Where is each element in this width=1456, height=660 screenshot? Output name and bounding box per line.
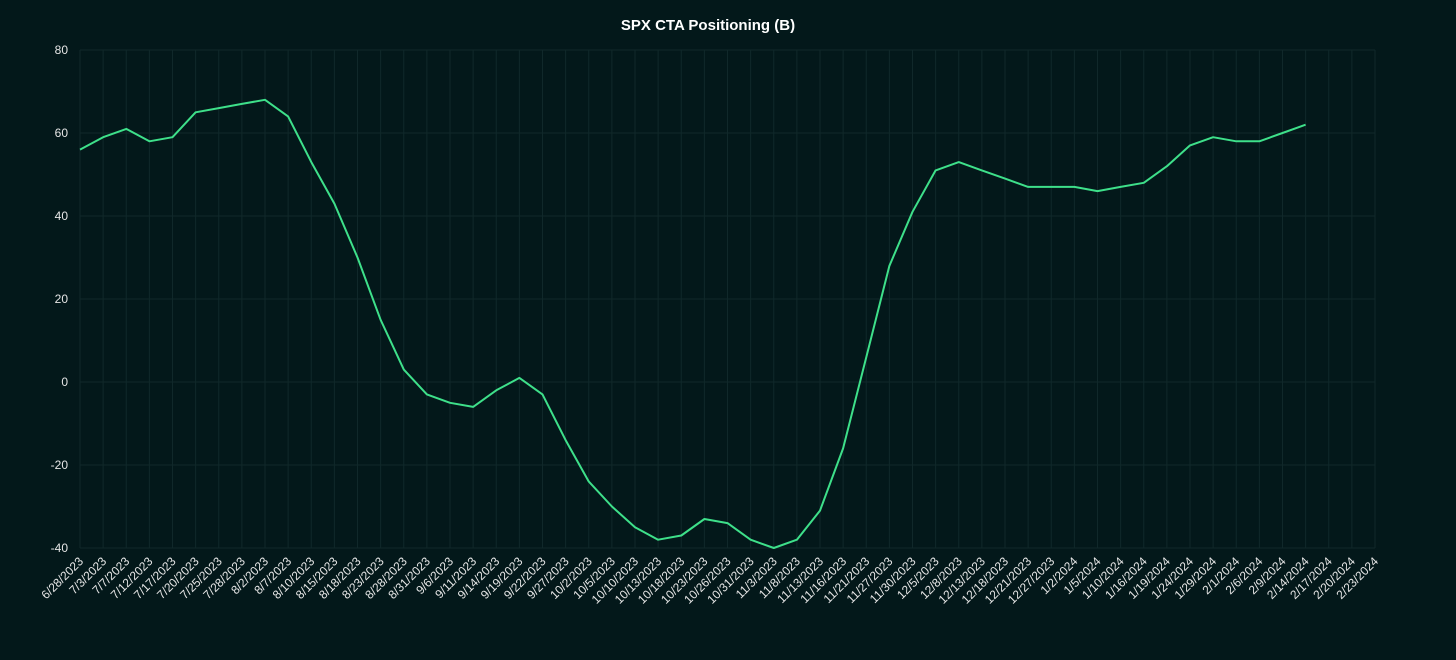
data-line	[79, 98, 1306, 549]
y-tick-label: 20	[55, 292, 69, 306]
y-tick-label: 60	[55, 126, 69, 140]
y-tick-label: 80	[55, 43, 69, 57]
y-tick-label: 0	[61, 375, 68, 389]
y-tick-label: 40	[55, 209, 69, 223]
y-tick-label: -40	[51, 541, 69, 555]
y-tick-label: -20	[51, 458, 69, 472]
chart-title: SPX CTA Positioning (B)	[621, 17, 795, 34]
